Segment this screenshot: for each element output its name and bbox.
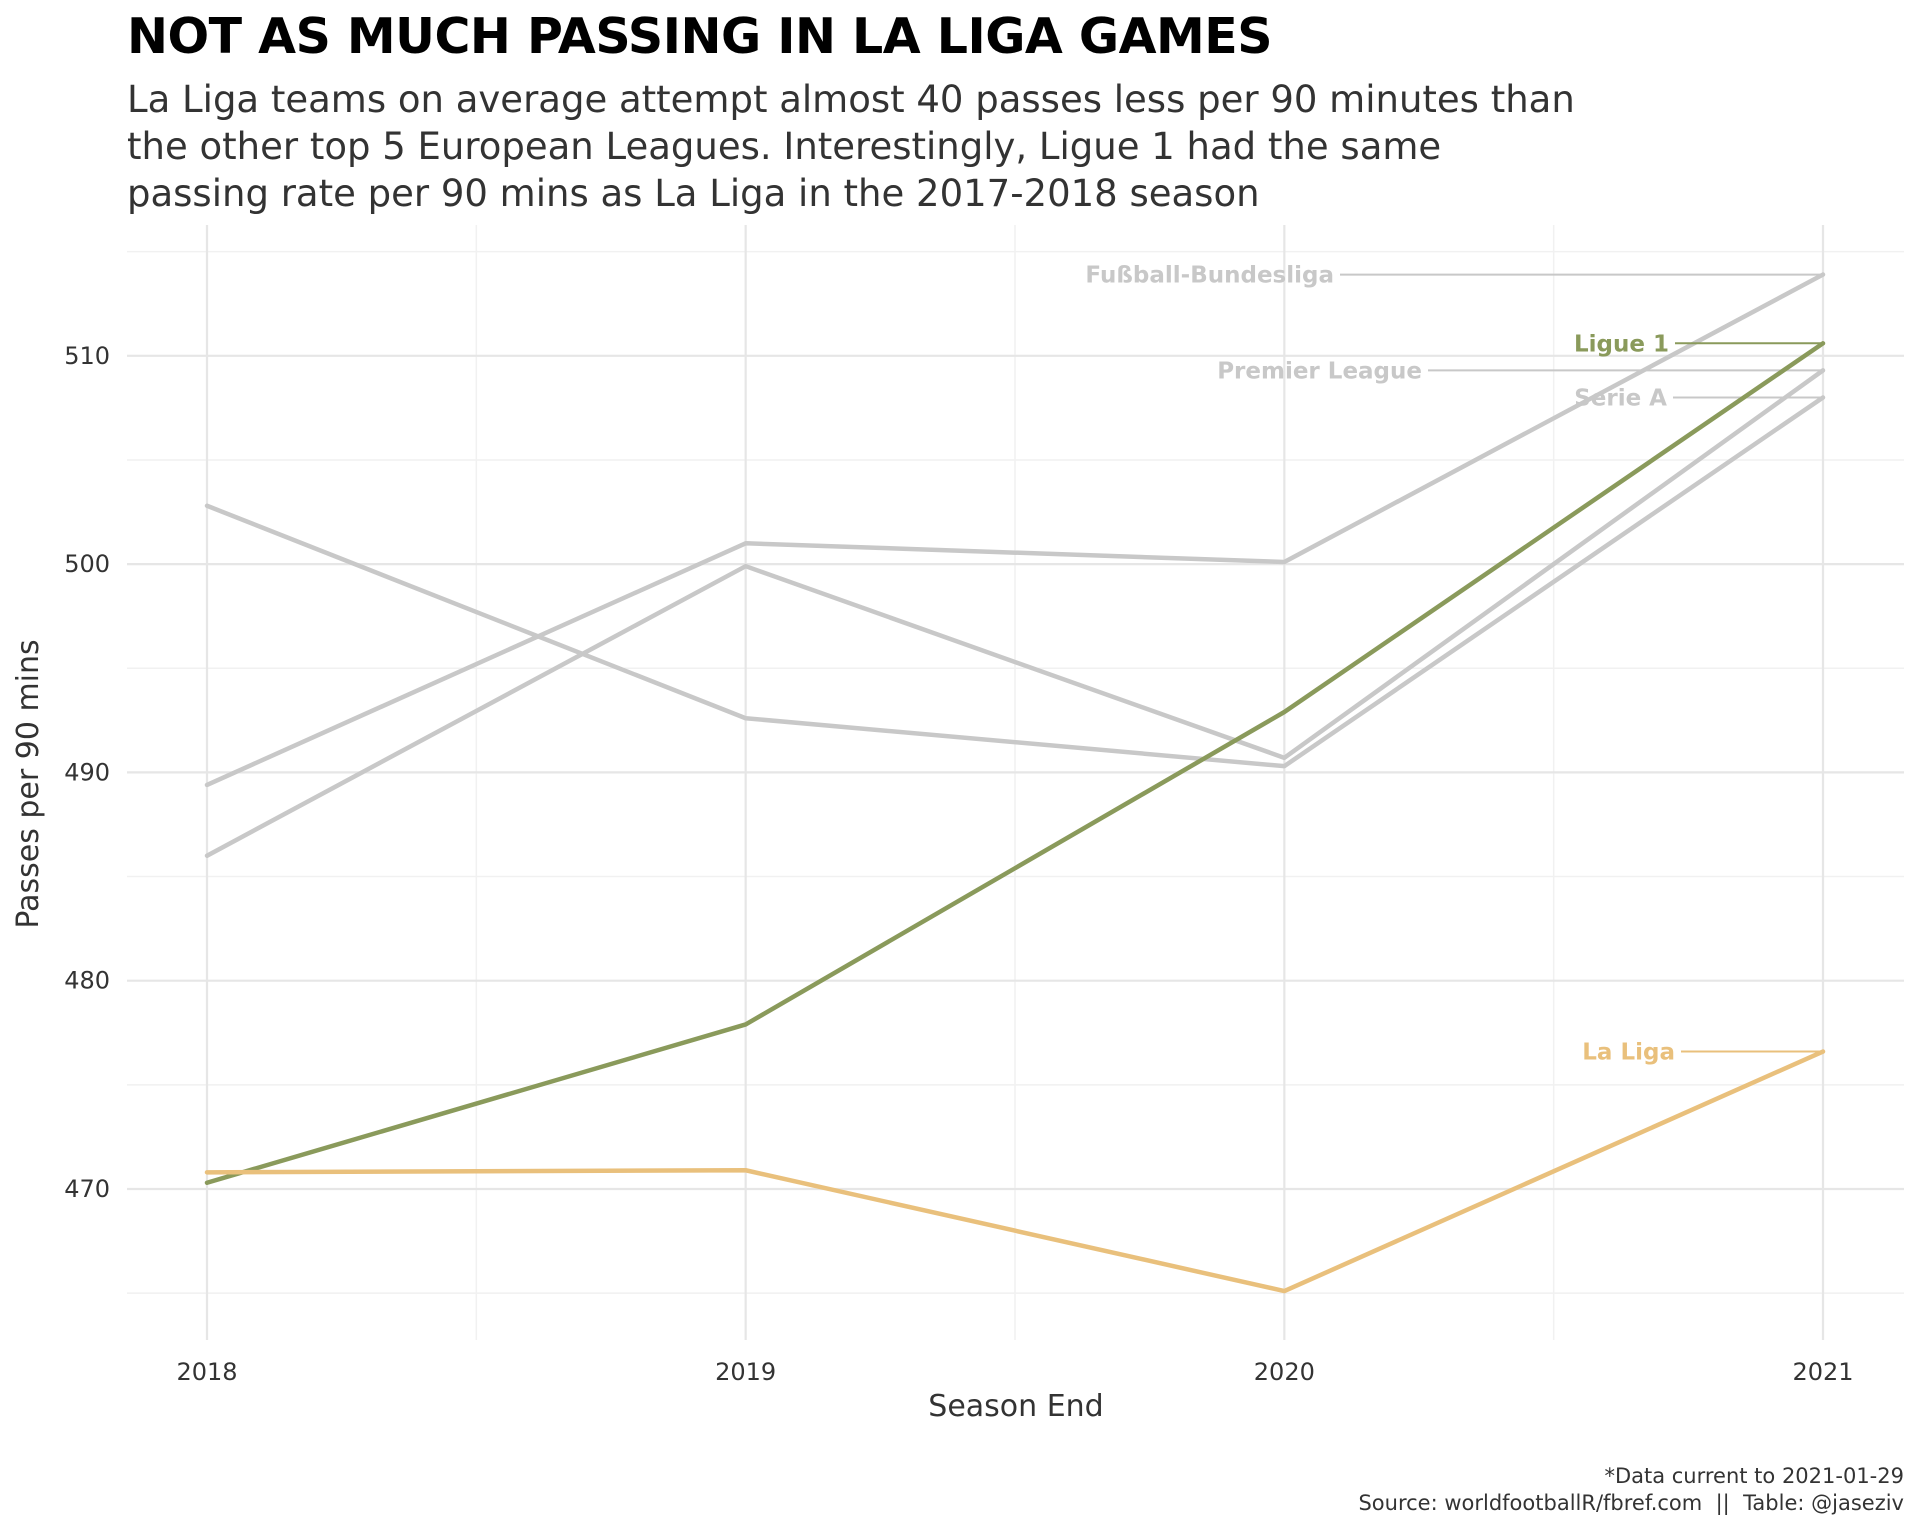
series-label-serie-a: Serie A bbox=[1574, 385, 1667, 411]
x-axis-title: Season End bbox=[928, 1389, 1103, 1424]
series-label-fu-ball-bundesliga: Fußball-Bundesliga bbox=[1085, 263, 1334, 289]
series-line-serie-a bbox=[204, 395, 1826, 769]
y-tick-label: 510 bbox=[64, 342, 110, 370]
x-tick-label: 2021 bbox=[1792, 1358, 1853, 1386]
series-line-fu-ball-bundesliga bbox=[204, 272, 1826, 788]
footer-note: *Data current to 2021-01-29 bbox=[1604, 1464, 1904, 1488]
footer-source: Source: worldfootballR/fbref.com || Tabl… bbox=[1358, 1491, 1904, 1515]
y-tick-label: 490 bbox=[64, 758, 110, 786]
series-line-la-liga bbox=[204, 1049, 1826, 1294]
chart-title: NOT AS MUCH PASSING IN LA LIGA GAMES bbox=[127, 8, 1273, 65]
x-tick-label: 2019 bbox=[715, 1358, 776, 1386]
y-tick-label: 500 bbox=[64, 550, 110, 578]
series-line-ligue-1 bbox=[204, 341, 1826, 1186]
series-label-premier-league: Premier League bbox=[1217, 358, 1422, 384]
x-tick-label: 2020 bbox=[1254, 1358, 1315, 1386]
y-axis-title: Passes per 90 mins bbox=[11, 639, 46, 928]
series-label-la-liga: La Liga bbox=[1582, 1040, 1675, 1066]
y-tick-label: 470 bbox=[64, 1175, 110, 1203]
subtitle-line: La Liga teams on average attempt almost … bbox=[127, 78, 1575, 121]
chart-subtitle: La Liga teams on average attempt almost … bbox=[127, 76, 1727, 217]
subtitle-line: passing rate per 90 mins as La Liga in t… bbox=[127, 172, 1260, 215]
x-tick-label: 2018 bbox=[176, 1358, 237, 1386]
series-line-premier-league bbox=[204, 368, 1826, 858]
series-label-ligue-1: Ligue 1 bbox=[1574, 331, 1669, 357]
subtitle-line: the other top 5 European Leagues. Intere… bbox=[127, 125, 1442, 168]
y-tick-label: 480 bbox=[64, 967, 110, 995]
